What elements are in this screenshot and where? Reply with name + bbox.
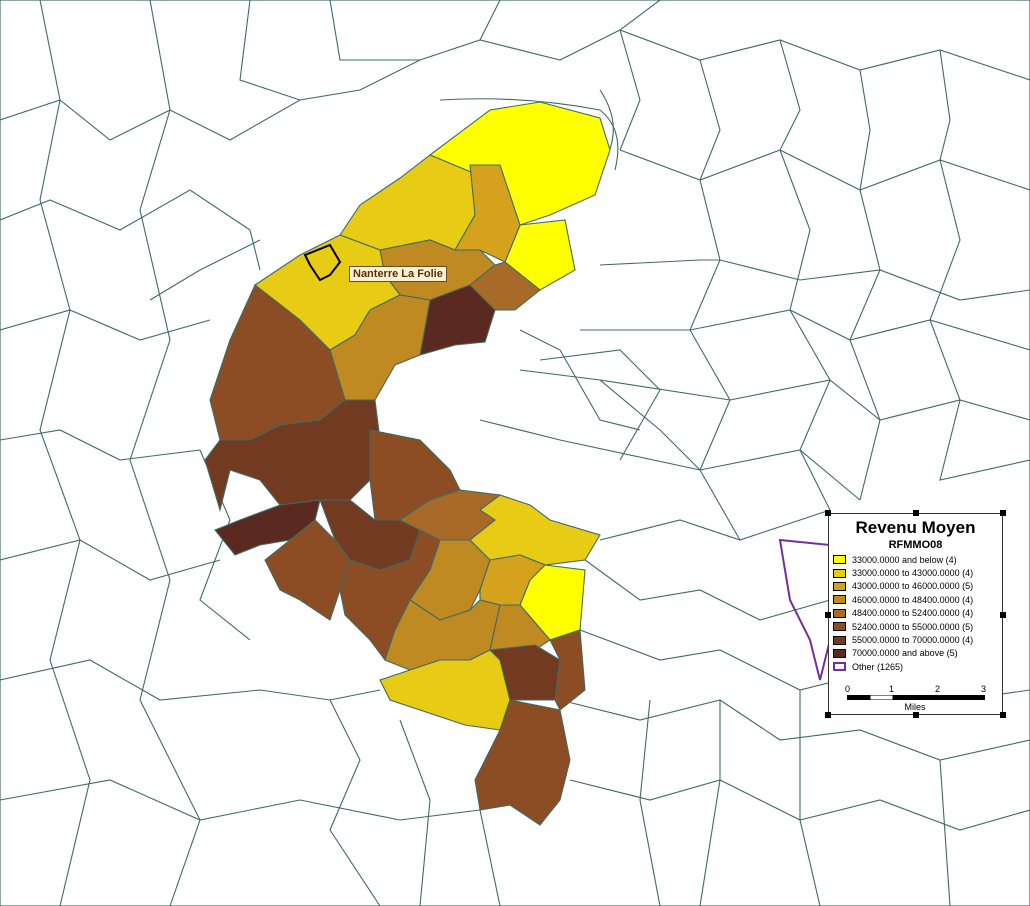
nanterre-la-folie-outline [303, 243, 342, 282]
legend-item: 33000.0000 and below (4) [833, 553, 1000, 566]
legend-swatch [833, 608, 846, 618]
resize-handle-s[interactable] [913, 712, 919, 718]
legend-label: 46000.0000 to 48400.0000 (4) [852, 594, 974, 605]
resize-handle-n[interactable] [913, 510, 919, 516]
scale-bar-graphic [847, 695, 985, 700]
scale-tick: 1 [889, 684, 895, 694]
legend-label: 43000.0000 to 46000.0000 (5) [852, 581, 974, 592]
zone-south-tail [474, 699, 571, 826]
legend-label: 70000.0000 and above (5) [852, 648, 958, 659]
legend-title: Revenu Moyen [855, 518, 976, 537]
scale-tick: 2 [935, 684, 941, 694]
legend-item: 52400.0000 to 55000.0000 (5) [833, 620, 1000, 633]
legend-swatch [833, 648, 846, 658]
legend-panel[interactable]: Revenu Moyen RFMMO08 33000.0000 and belo… [825, 510, 1006, 718]
legend-label: 33000.0000 and below (4) [852, 554, 957, 565]
legend-label: 55000.0000 to 70000.0000 (4) [852, 635, 974, 646]
legend-item: 43000.0000 to 46000.0000 (5) [833, 580, 1000, 593]
legend-label: 48400.0000 to 52400.0000 (4) [852, 608, 974, 619]
legend-item: 55000.0000 to 70000.0000 (4) [833, 633, 1000, 646]
legend-item: 46000.0000 to 48400.0000 (4) [833, 593, 1000, 606]
commune-label[interactable]: Nanterre La Folie [349, 266, 447, 282]
zone-north-brown [469, 261, 541, 311]
legend-item: 70000.0000 and above (5) [833, 647, 1000, 660]
scale-bar: 0 1 2 3 Miles [845, 684, 987, 712]
legend-label: 52400.0000 to 55000.0000 (5) [852, 621, 974, 632]
legend-item: 48400.0000 to 52400.0000 (4) [833, 607, 1000, 620]
zone-north-mid [454, 164, 521, 263]
legend-swatch [833, 568, 846, 578]
zone-south-yellow [469, 494, 601, 566]
resize-handle-ne[interactable] [1000, 510, 1006, 516]
legend-item: 33000.0000 to 43000.0000 (4) [833, 566, 1000, 579]
legend-swatch [833, 662, 846, 672]
legend-item: Other (1265) [833, 660, 1000, 673]
resize-handle-w[interactable] [825, 612, 831, 618]
scale-units: Miles [904, 702, 926, 712]
legend-swatch [833, 595, 846, 605]
legend-items: 33000.0000 and below (4) 33000.0000 to 4… [833, 553, 1000, 674]
legend-swatch [833, 622, 846, 632]
resize-handle-sw[interactable] [825, 712, 831, 718]
legend-label: Other (1265) [852, 661, 904, 672]
scale-tick: 3 [981, 684, 987, 694]
legend-subtitle: RFMMO08 [888, 539, 943, 551]
choropleth-zones [204, 101, 611, 826]
legend-swatch [833, 555, 846, 565]
resize-handle-nw[interactable] [825, 510, 831, 516]
resize-handle-se[interactable] [1000, 712, 1006, 718]
zone-mid-west [329, 294, 431, 401]
scale-tick: 0 [845, 684, 851, 694]
legend-swatch [833, 581, 846, 591]
legend-swatch [833, 635, 846, 645]
resize-handle-e[interactable] [1000, 612, 1006, 618]
legend-label: 33000.0000 to 43000.0000 (4) [852, 568, 974, 579]
